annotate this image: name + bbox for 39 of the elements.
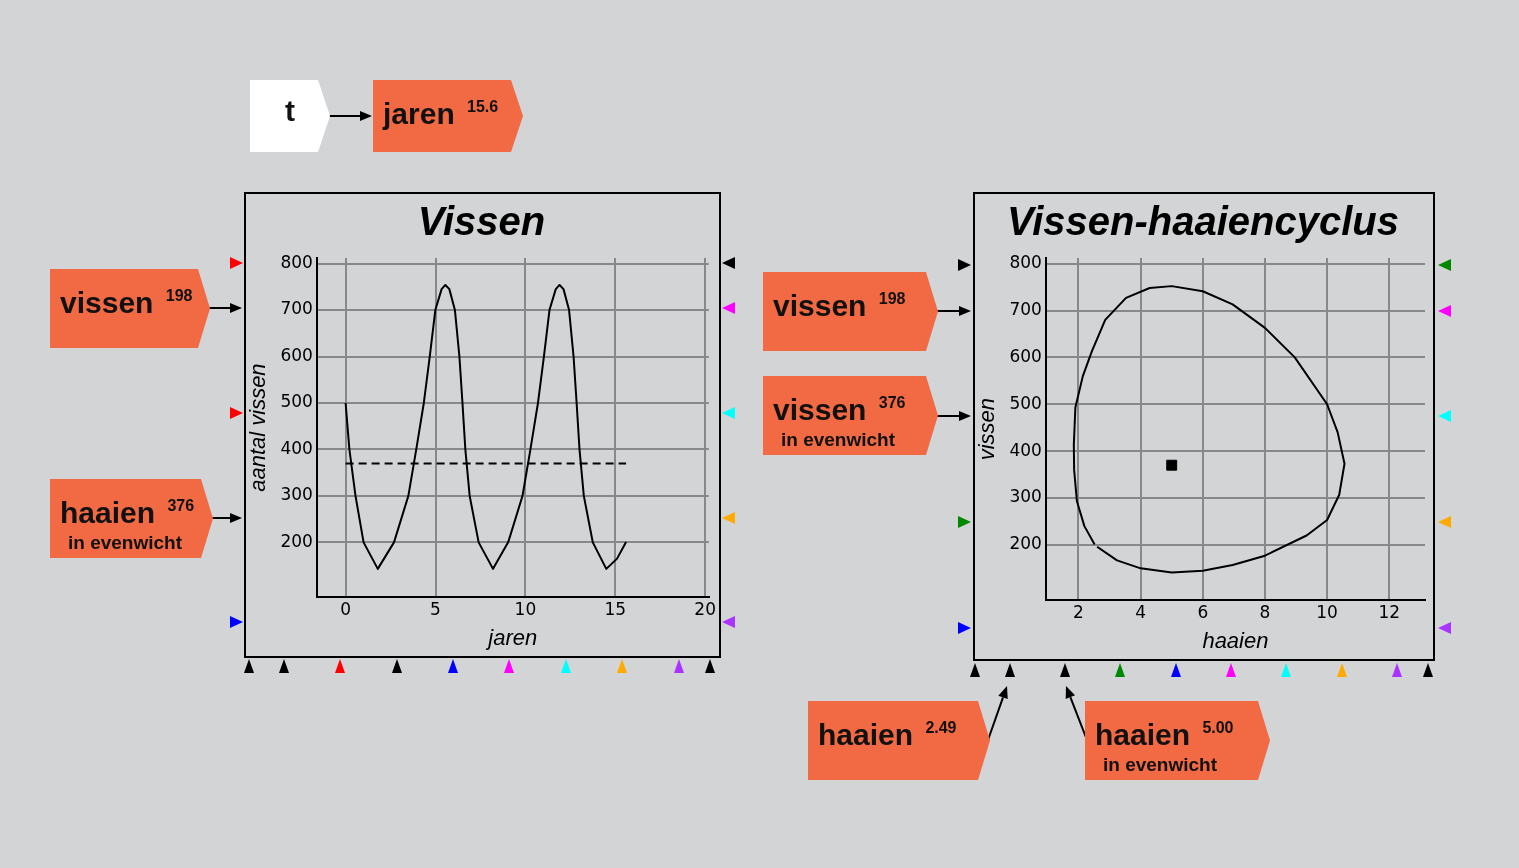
x-axis-title: jaren (485, 624, 538, 650)
text: t (284, 93, 296, 129)
y-tick-label: 800 (1009, 252, 1042, 273)
y-tick-label: 500 (280, 391, 313, 412)
y-tick-label: 200 (280, 530, 313, 551)
text: haaien $^{2.49}$ (818, 717, 958, 753)
x-tick-label: 6 (1197, 601, 1209, 622)
y-tick-label: 800 (280, 252, 313, 272)
y-axis-title: vissen (974, 397, 1000, 461)
x-tick-label: 8 (1259, 601, 1271, 622)
x-tick-label: 20 (694, 598, 716, 619)
text: vissen $^{198}$ (60, 285, 194, 321)
x-tick-label: 5 (430, 598, 441, 619)
x-axis-title: haaien (1202, 627, 1269, 653)
y-tick-label: 500 (1009, 392, 1042, 413)
x-tick-label: 10 (514, 598, 537, 619)
text: jaren $^{15.6}$ (383, 96, 500, 132)
chart-title: Vissen-haaiencyclus (1006, 199, 1400, 244)
y-tick-label: 700 (1009, 298, 1042, 319)
y-axis-title: aantal vissen (245, 363, 271, 492)
x-tick-label: 12 (1378, 601, 1401, 622)
y-tick-label: 400 (280, 437, 313, 458)
x-tick-label: 2 (1073, 601, 1084, 622)
y-tick-label: 400 (1009, 439, 1042, 460)
y-tick-label: 300 (1009, 486, 1042, 507)
x-tick-label: 0 (340, 598, 352, 619)
text: haaien $^{5.00}$ in evenwicht (1095, 717, 1235, 776)
text: vissen $^{198}$ (773, 288, 907, 324)
y-tick-label: 700 (280, 298, 313, 319)
chart-title: Vissen (417, 199, 546, 244)
text: vissen $^{376}$ in evenwicht (773, 392, 907, 451)
y-tick-label: 200 (1009, 533, 1042, 554)
y-tick-label: 600 (280, 344, 313, 365)
x-tick-label: 4 (1135, 601, 1147, 622)
y-tick-label: 300 (280, 484, 313, 505)
y-tick-label: 600 (1009, 345, 1042, 366)
x-tick-label: 15 (604, 598, 627, 619)
text: haaien $^{376}$ in evenwicht (60, 495, 196, 554)
x-tick-label: 10 (1316, 601, 1338, 622)
